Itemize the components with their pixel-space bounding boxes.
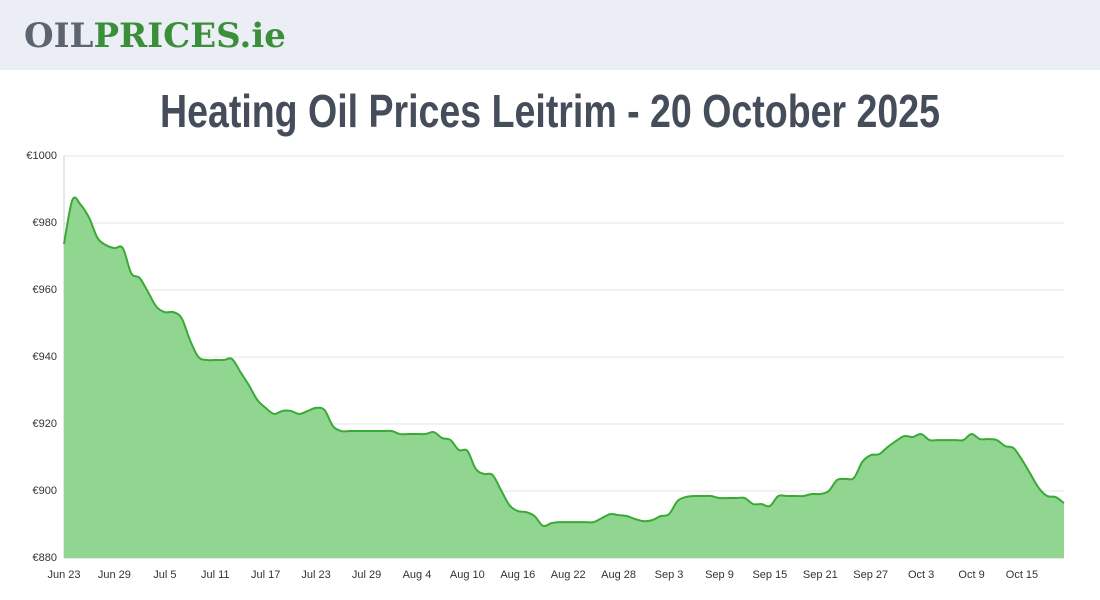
logo-part: PRICES.ie bbox=[93, 16, 285, 56]
logo-part: OIL bbox=[24, 16, 94, 56]
x-tick-label: Oct 15 bbox=[1006, 569, 1038, 581]
y-tick-label: €900 bbox=[33, 485, 57, 497]
y-tick-label: €1000 bbox=[26, 150, 57, 162]
x-tick-label: Oct 3 bbox=[908, 569, 934, 581]
x-tick-label: Aug 4 bbox=[403, 569, 432, 581]
header-bar bbox=[0, 0, 1100, 70]
x-tick-label: Jul 17 bbox=[251, 569, 280, 581]
x-tick-label: Sep 27 bbox=[853, 569, 888, 581]
x-tick-label: Sep 9 bbox=[705, 569, 734, 581]
x-tick-label: Jun 29 bbox=[98, 569, 131, 581]
x-tick-label: Jul 5 bbox=[153, 569, 176, 581]
x-tick-label: Sep 15 bbox=[752, 569, 787, 581]
y-tick-label: €980 bbox=[33, 217, 57, 229]
x-tick-label: Oct 9 bbox=[958, 569, 984, 581]
x-tick-label: Jul 23 bbox=[301, 569, 330, 581]
x-tick-label: Aug 10 bbox=[450, 569, 485, 581]
area bbox=[64, 197, 1064, 558]
x-tick-label: Jul 11 bbox=[201, 569, 230, 581]
y-tick-label: €880 bbox=[33, 552, 57, 564]
y-tick-label: €940 bbox=[33, 351, 57, 363]
x-tick-label: Jul 29 bbox=[352, 569, 381, 581]
x-tick-label: Aug 22 bbox=[551, 569, 586, 581]
x-tick-label: Aug 16 bbox=[500, 569, 535, 581]
y-tick-label: €920 bbox=[33, 418, 57, 430]
logo[interactable]: OILPRICES.ie bbox=[24, 16, 286, 56]
y-tick-label: €960 bbox=[33, 284, 57, 296]
x-tick-label: Sep 21 bbox=[803, 569, 838, 581]
x-tick-label: Aug 28 bbox=[601, 569, 636, 581]
line bbox=[63, 196, 1065, 528]
x-tick-label: Sep 3 bbox=[655, 569, 684, 581]
x-tick-label: Jun 23 bbox=[47, 569, 80, 581]
chart-title: Heating Oil Prices Leitrim - 20 October … bbox=[160, 85, 940, 137]
